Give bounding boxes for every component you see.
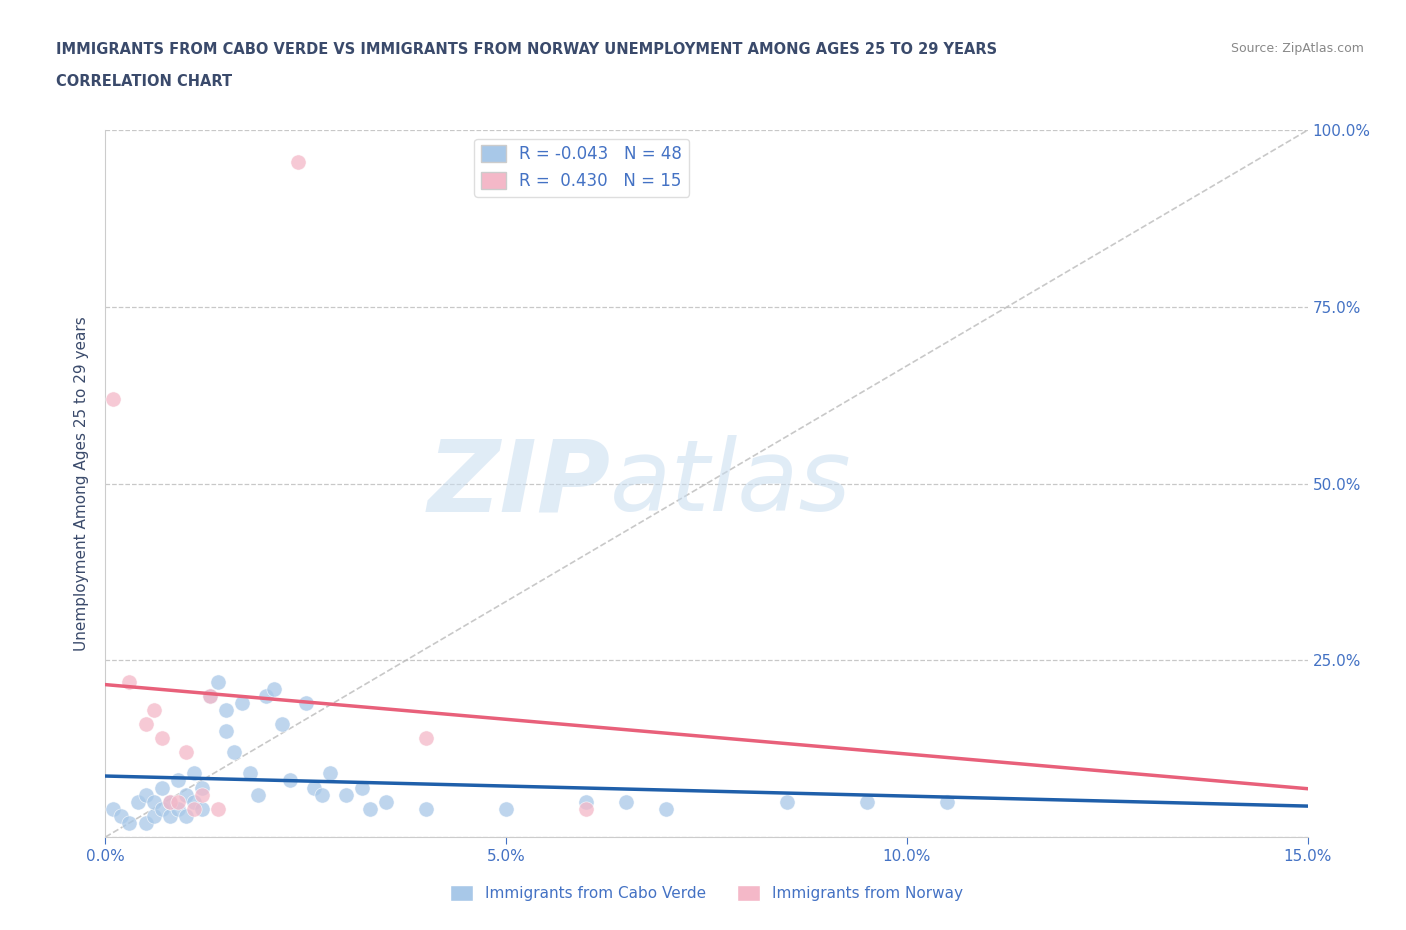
Point bbox=[166, 773, 188, 788]
Point bbox=[270, 716, 292, 731]
Point bbox=[936, 794, 959, 809]
Point bbox=[246, 787, 269, 802]
Point bbox=[335, 787, 357, 802]
Point bbox=[616, 794, 638, 809]
Point bbox=[239, 766, 262, 781]
Y-axis label: Unemployment Among Ages 25 to 29 years: Unemployment Among Ages 25 to 29 years bbox=[75, 316, 90, 651]
Point bbox=[183, 802, 205, 817]
Point bbox=[198, 688, 221, 703]
Point bbox=[207, 802, 229, 817]
Point bbox=[159, 794, 181, 809]
Point bbox=[183, 766, 205, 781]
Point bbox=[575, 802, 598, 817]
Point bbox=[415, 802, 437, 817]
Point bbox=[655, 802, 678, 817]
Point bbox=[103, 802, 125, 817]
Point bbox=[575, 794, 598, 809]
Point bbox=[183, 794, 205, 809]
Text: ZIP: ZIP bbox=[427, 435, 610, 532]
Point bbox=[495, 802, 517, 817]
Point bbox=[359, 802, 381, 817]
Text: IMMIGRANTS FROM CABO VERDE VS IMMIGRANTS FROM NORWAY UNEMPLOYMENT AMONG AGES 25 : IMMIGRANTS FROM CABO VERDE VS IMMIGRANTS… bbox=[56, 42, 997, 57]
Point bbox=[319, 766, 342, 781]
Point bbox=[135, 787, 157, 802]
Point bbox=[222, 745, 245, 760]
Point bbox=[254, 688, 277, 703]
Point bbox=[142, 702, 165, 717]
Point bbox=[142, 794, 165, 809]
Point bbox=[135, 816, 157, 830]
Point bbox=[311, 787, 333, 802]
Point bbox=[103, 392, 125, 406]
Point bbox=[198, 688, 221, 703]
Point bbox=[263, 681, 285, 696]
Point bbox=[142, 808, 165, 823]
Text: Source: ZipAtlas.com: Source: ZipAtlas.com bbox=[1230, 42, 1364, 55]
Point bbox=[214, 702, 236, 717]
Point bbox=[174, 745, 197, 760]
Point bbox=[190, 787, 212, 802]
Point bbox=[118, 674, 141, 689]
Point bbox=[776, 794, 799, 809]
Point bbox=[855, 794, 877, 809]
Point bbox=[150, 802, 173, 817]
Point bbox=[295, 696, 318, 711]
Point bbox=[190, 780, 212, 795]
Text: atlas: atlas bbox=[610, 435, 852, 532]
Point bbox=[150, 780, 173, 795]
Point bbox=[350, 780, 373, 795]
Point bbox=[374, 794, 398, 809]
Point bbox=[159, 794, 181, 809]
Point bbox=[190, 802, 212, 817]
Point bbox=[174, 808, 197, 823]
Point bbox=[278, 773, 301, 788]
Point bbox=[150, 731, 173, 746]
Point bbox=[110, 808, 132, 823]
Point bbox=[127, 794, 149, 809]
Legend: Immigrants from Cabo Verde, Immigrants from Norway: Immigrants from Cabo Verde, Immigrants f… bbox=[444, 879, 969, 907]
Point bbox=[166, 794, 188, 809]
Point bbox=[207, 674, 229, 689]
Point bbox=[214, 724, 236, 738]
Point bbox=[166, 802, 188, 817]
Point bbox=[231, 696, 253, 711]
Point bbox=[174, 787, 197, 802]
Point bbox=[118, 816, 141, 830]
Text: CORRELATION CHART: CORRELATION CHART bbox=[56, 74, 232, 89]
Point bbox=[302, 780, 325, 795]
Point bbox=[159, 808, 181, 823]
Point bbox=[135, 716, 157, 731]
Point bbox=[287, 154, 309, 169]
Point bbox=[415, 731, 437, 746]
